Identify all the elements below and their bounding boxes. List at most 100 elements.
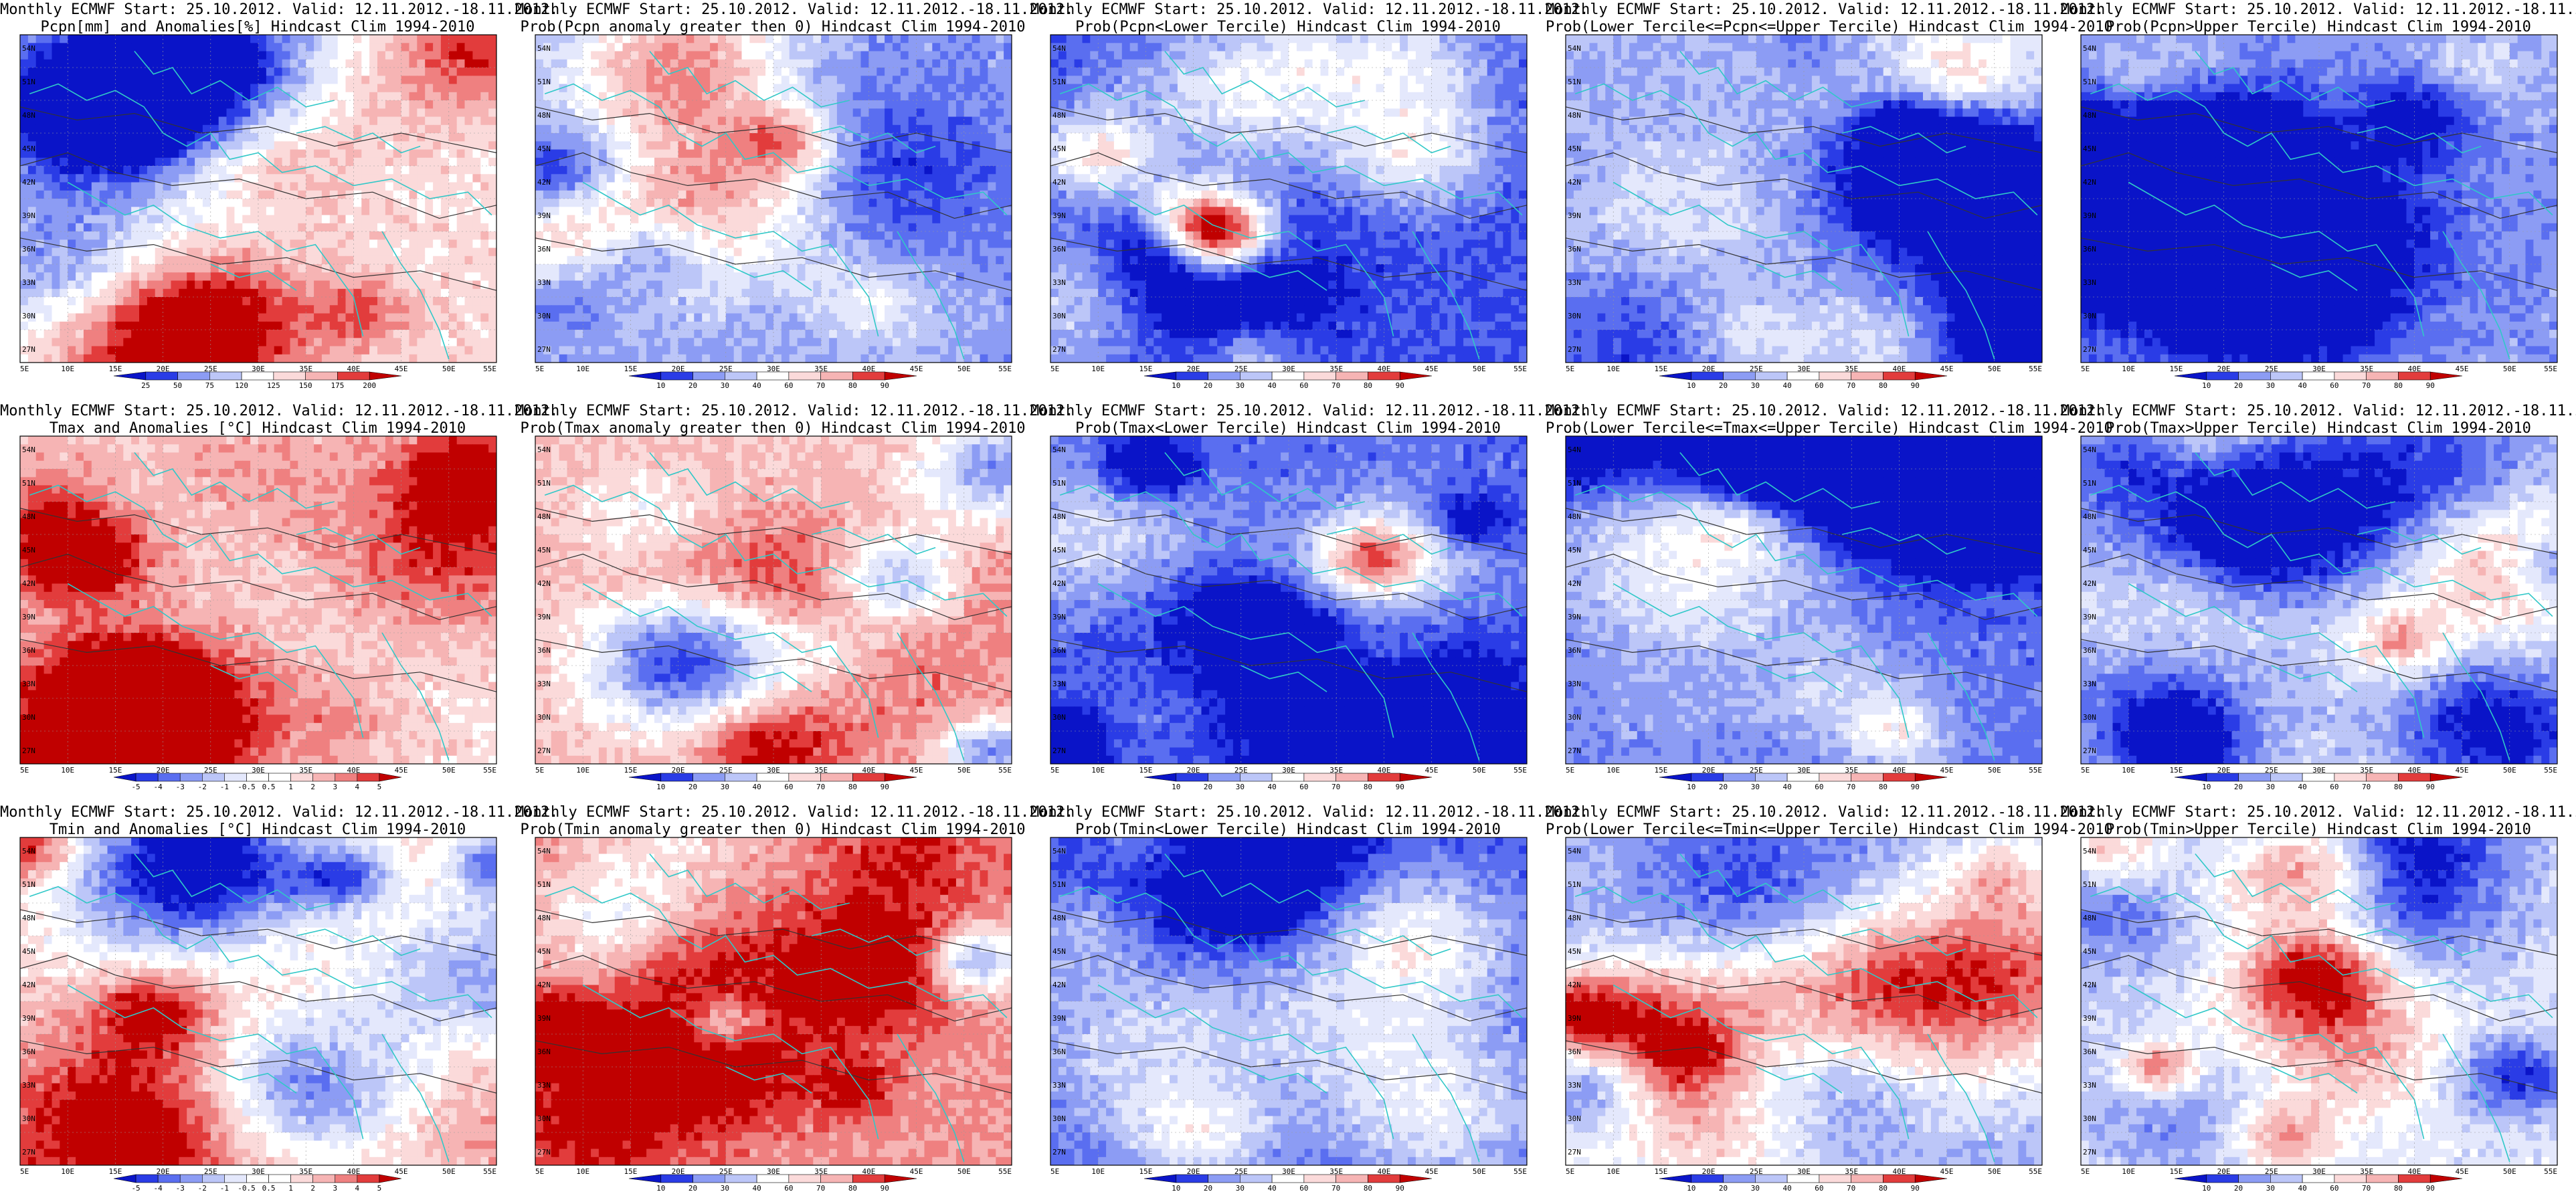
- coastline: [649, 853, 850, 910]
- lon-tick-label: 35E: [814, 365, 828, 373]
- contour-line: [535, 955, 1012, 1022]
- lat-tick-label: 33N: [2083, 680, 2096, 688]
- colorbar-label: -3: [176, 783, 185, 791]
- colorbar-swatch: [852, 1174, 885, 1183]
- panel-title: Monthly ECMWF Start: 25.10.2012. Valid: …: [515, 1, 1073, 36]
- lon-tick-label: 35E: [814, 1167, 828, 1176]
- coastline: [1240, 264, 1327, 291]
- colorbar-label: -5: [131, 783, 140, 791]
- map-figure: 54N 51N 48N 45N 42N 39N 36N 33N 30N 27N 5E 10E 15E 20…: [535, 837, 1012, 1193]
- colorbar-swatch: [1271, 1174, 1305, 1183]
- colorbar-swatch: [725, 773, 757, 782]
- lat-tick-label: 39N: [22, 613, 35, 621]
- colorbar-label: 10: [2202, 1184, 2211, 1193]
- panel-title-line2: Prob(Tmin>Upper Tercile) Hindcast Clim 1…: [2061, 821, 2576, 839]
- lon-tick-label: 40E: [862, 766, 875, 775]
- panel-title: Monthly ECMWF Start: 25.10.2012. Valid: …: [1546, 804, 2113, 839]
- coastline: [1841, 527, 1966, 555]
- coastline: [2271, 665, 2358, 692]
- colorbar: 10 20 30 40 60 70 80 90: [628, 371, 917, 390]
- colorbar-swatch: [135, 1174, 159, 1183]
- lon-tick-label: 45E: [1425, 1167, 1439, 1176]
- contour-line: [535, 1040, 1012, 1094]
- shaded-field: [1050, 436, 1527, 764]
- colorbar-swatch: [1851, 371, 1883, 381]
- colorbar-swatch: [246, 773, 269, 782]
- contour-line: [2081, 508, 2557, 555]
- lon-tick-label: 55E: [998, 365, 1012, 373]
- lat-tick-label: 39N: [22, 1014, 35, 1023]
- colorbar-swatch: [135, 773, 159, 782]
- coastline: [1613, 984, 1910, 1139]
- colorbar-swatch: [884, 1174, 917, 1183]
- shaded-field: [20, 35, 496, 363]
- lat-tick-label: 48N: [2083, 111, 2096, 120]
- lat-tick-label: 54N: [1568, 44, 1581, 53]
- colorbar-label: 20: [2234, 1184, 2243, 1193]
- coastline: [582, 984, 879, 1139]
- coastline: [381, 632, 450, 761]
- map-frame: [19, 435, 497, 765]
- map-area: 54N 51N 48N 45N 42N 39N 36N 33N 30N 27N 5E 10E 15E 20…: [1050, 435, 1528, 775]
- lon-tick-label: 5E: [535, 365, 544, 373]
- panel-title: Monthly ECMWF Start: 25.10.2012. Valid: …: [0, 1, 558, 36]
- colorbar-label: 10: [656, 783, 665, 791]
- contour-line: [1566, 909, 2042, 956]
- lon-tick-label: 40E: [1892, 766, 1906, 775]
- contour-line: [2081, 237, 2557, 291]
- lat-tick-label: 45N: [1052, 144, 1066, 153]
- panel-title-line2: Prob(Tmax>Upper Tercile) Hindcast Clim 1…: [2061, 420, 2576, 437]
- colorbar-swatch: [1883, 773, 1916, 782]
- coastline: [1326, 527, 1451, 555]
- lon-tick-label: 30E: [252, 766, 265, 775]
- panel-title: Monthly ECMWF Start: 25.10.2012. Valid: …: [1546, 403, 2113, 437]
- colorbar-label: 90: [1396, 1184, 1404, 1193]
- lon-tick-label: 15E: [108, 365, 122, 373]
- colorbar-swatch: [1176, 773, 1208, 782]
- coastline: [2090, 484, 2553, 617]
- colorbar-label: 2: [310, 783, 315, 791]
- coastline: [29, 83, 492, 216]
- lat-tick-label: 27N: [22, 746, 35, 755]
- colorbar-label: 80: [2394, 783, 2403, 791]
- colorbar-label: 20: [1204, 1184, 1212, 1193]
- lat-tick-label: 54N: [22, 445, 35, 454]
- coastline: [1059, 886, 1523, 1019]
- lat-tick-label: 48N: [1052, 914, 1066, 922]
- coastline: [1756, 665, 1843, 692]
- lat-tick-label: 48N: [537, 512, 551, 521]
- colorbar-label: 30: [721, 381, 729, 390]
- colorbar-label: 70: [816, 1184, 825, 1193]
- lon-tick-label: 40E: [1892, 1167, 1906, 1176]
- lat-tick-label: 45N: [537, 947, 551, 956]
- coastline: [1756, 264, 1843, 291]
- lat-tick-label: 39N: [22, 211, 35, 220]
- lat-tick-label: 33N: [2083, 1081, 2096, 1090]
- lat-tick-label: 27N: [537, 345, 551, 354]
- coastline: [1613, 583, 1910, 738]
- lat-tick-label: 54N: [1568, 445, 1581, 454]
- colorbar-swatch: [725, 371, 757, 381]
- panel-title: Monthly ECMWF Start: 25.10.2012. Valid: …: [0, 403, 558, 437]
- colorbar-label: -5: [131, 1184, 140, 1193]
- lat-tick-label: 33N: [1052, 278, 1066, 287]
- colorbar-swatch: [246, 1174, 269, 1183]
- contour-line: [1566, 553, 2042, 621]
- lon-tick-label: 35E: [299, 365, 312, 373]
- lon-tick-label: 55E: [2029, 1167, 2042, 1176]
- colorbar-swatch: [1786, 1174, 1820, 1183]
- lon-tick-label: 10E: [576, 365, 589, 373]
- lat-tick-label: 33N: [537, 1081, 551, 1090]
- coastline: [582, 181, 879, 336]
- map-figure: 54N 51N 48N 45N 42N 39N 36N 33N 30N 27N 5E 10E 15E 20…: [19, 34, 497, 390]
- colorbar-swatch: [1303, 773, 1336, 782]
- lon-tick-label: 10E: [1091, 766, 1105, 775]
- colorbar-label: 150: [299, 381, 312, 390]
- coastline: [1326, 126, 1451, 154]
- lat-tick-label: 45N: [22, 144, 35, 153]
- map-area: 54N 51N 48N 45N 42N 39N 36N 33N 30N 27N 5E 10E 15E 20…: [1565, 34, 2043, 373]
- lat-tick-label: 54N: [2083, 847, 2096, 856]
- lat-tick-label: 30N: [2083, 1114, 2096, 1123]
- panel-title-line2: Tmin and Anomalies [°C] Hindcast Clim 19…: [0, 821, 515, 839]
- lon-tick-label: 25E: [1750, 766, 1763, 775]
